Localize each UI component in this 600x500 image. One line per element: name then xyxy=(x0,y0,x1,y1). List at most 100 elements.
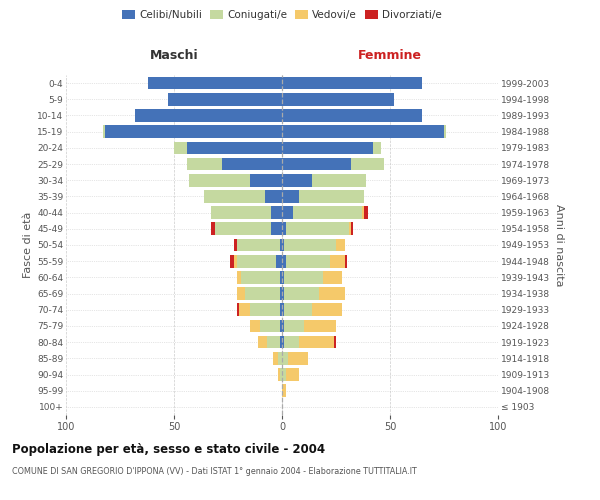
Bar xyxy=(282,158,351,170)
Bar xyxy=(282,384,286,397)
Text: Popolazione per età, sesso e stato civile - 2004: Popolazione per età, sesso e stato civil… xyxy=(12,442,325,456)
Bar xyxy=(271,206,282,219)
Bar xyxy=(267,336,280,348)
Bar xyxy=(274,352,278,364)
Text: Maschi: Maschi xyxy=(149,50,199,62)
Bar xyxy=(351,222,353,235)
Bar xyxy=(286,222,349,235)
Bar xyxy=(284,336,299,348)
Bar xyxy=(236,288,245,300)
Bar xyxy=(280,304,282,316)
Bar xyxy=(282,93,394,106)
Bar xyxy=(282,222,286,235)
Bar xyxy=(282,238,284,252)
Bar xyxy=(282,206,293,219)
Legend: Celibi/Nubili, Coniugati/e, Vedovi/e, Divorziati/e: Celibi/Nubili, Coniugati/e, Vedovi/e, Di… xyxy=(121,8,443,22)
Bar xyxy=(282,336,284,348)
Bar xyxy=(235,238,236,252)
Bar xyxy=(235,255,236,268)
Bar xyxy=(280,368,282,381)
Bar xyxy=(364,206,368,219)
Bar xyxy=(236,255,275,268)
Bar xyxy=(280,238,282,252)
Bar xyxy=(284,238,336,252)
Bar xyxy=(293,206,362,219)
Bar xyxy=(282,126,444,138)
Bar xyxy=(282,174,312,186)
Bar xyxy=(344,255,347,268)
Bar xyxy=(323,271,343,283)
Bar xyxy=(236,271,241,283)
Bar xyxy=(282,109,422,122)
Bar xyxy=(250,320,260,332)
Bar xyxy=(215,222,271,235)
Bar xyxy=(362,206,364,219)
Bar xyxy=(280,320,282,332)
Bar xyxy=(239,304,250,316)
Bar xyxy=(236,238,280,252)
Bar xyxy=(282,304,284,316)
Bar xyxy=(312,304,343,316)
Bar xyxy=(351,158,383,170)
Bar xyxy=(135,109,282,122)
Bar xyxy=(241,271,280,283)
Bar xyxy=(275,255,282,268)
Bar xyxy=(278,352,282,364)
Bar xyxy=(250,304,280,316)
Bar xyxy=(282,142,373,154)
Bar xyxy=(280,288,282,300)
Bar xyxy=(284,304,312,316)
Y-axis label: Anni di nascita: Anni di nascita xyxy=(554,204,564,286)
Bar xyxy=(282,271,284,283)
Bar xyxy=(204,190,265,202)
Bar xyxy=(211,206,271,219)
Bar xyxy=(189,174,250,186)
Bar xyxy=(103,126,105,138)
Bar xyxy=(258,336,267,348)
Text: COMUNE DI SAN GREGORIO D'IPPONA (VV) - Dati ISTAT 1° gennaio 2004 - Elaborazione: COMUNE DI SAN GREGORIO D'IPPONA (VV) - D… xyxy=(12,468,417,476)
Bar xyxy=(278,368,280,381)
Bar xyxy=(187,142,282,154)
Bar xyxy=(286,368,299,381)
Bar xyxy=(282,368,286,381)
Bar xyxy=(148,77,282,90)
Bar xyxy=(105,126,282,138)
Bar xyxy=(282,352,289,364)
Y-axis label: Fasce di età: Fasce di età xyxy=(23,212,33,278)
Bar xyxy=(282,190,299,202)
Bar xyxy=(373,142,382,154)
Bar xyxy=(245,288,280,300)
Bar xyxy=(282,288,284,300)
Bar xyxy=(280,336,282,348)
Bar xyxy=(286,255,329,268)
Bar xyxy=(221,158,282,170)
Bar xyxy=(299,190,364,202)
Bar xyxy=(336,238,344,252)
Bar xyxy=(211,222,215,235)
Bar xyxy=(304,320,336,332)
Bar xyxy=(444,126,446,138)
Bar xyxy=(284,288,319,300)
Bar xyxy=(265,190,282,202)
Bar xyxy=(260,320,280,332)
Bar xyxy=(329,255,344,268)
Bar xyxy=(280,271,282,283)
Bar xyxy=(299,336,334,348)
Bar xyxy=(282,255,286,268)
Bar xyxy=(271,222,282,235)
Bar xyxy=(167,93,282,106)
Bar xyxy=(289,352,308,364)
Bar xyxy=(174,142,187,154)
Bar xyxy=(312,174,366,186)
Bar xyxy=(236,304,239,316)
Bar xyxy=(282,77,422,90)
Bar xyxy=(230,255,235,268)
Text: Femmine: Femmine xyxy=(358,50,422,62)
Bar xyxy=(334,336,336,348)
Bar xyxy=(282,320,284,332)
Bar xyxy=(284,320,304,332)
Bar xyxy=(284,271,323,283)
Bar xyxy=(250,174,282,186)
Bar xyxy=(187,158,221,170)
Bar xyxy=(319,288,344,300)
